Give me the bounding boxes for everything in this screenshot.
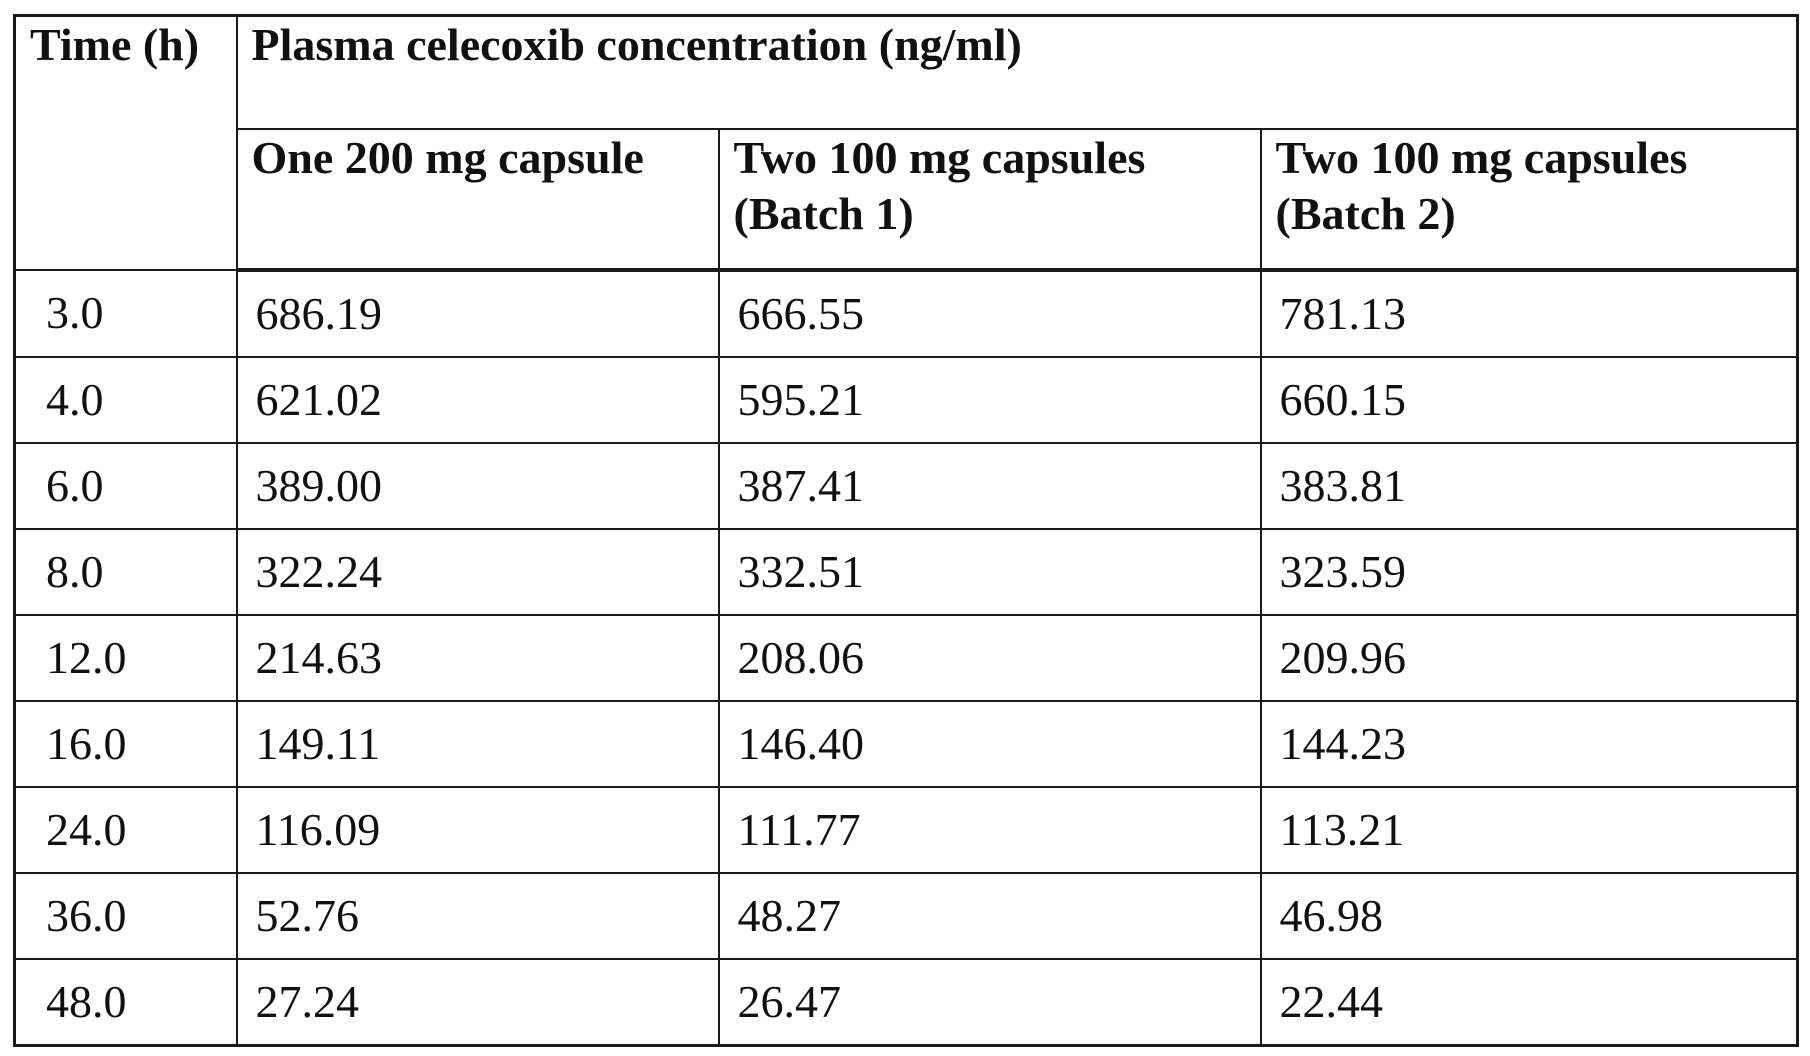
- batch-1-cell: 595.21: [717, 355, 1262, 444]
- one-200mg-cell: 322.24: [235, 527, 720, 616]
- one-200mg-cell: 214.63: [235, 613, 720, 702]
- one-200mg-cell: 149.11: [235, 699, 720, 788]
- batch-1-cell: 387.41: [717, 441, 1262, 530]
- batch-2-cell: 209.96: [1259, 613, 1799, 702]
- group-header-row: Time (h) Plasma celecoxib concentration …: [13, 14, 1799, 271]
- time-cell: 48.0: [13, 957, 238, 1046]
- sub-header-two-100mg-batch-2: Two 100 mg capsules (Batch 2): [1259, 127, 1799, 272]
- concentration-group-header: Plasma celecoxib concentration (ng/ml): [235, 14, 1799, 130]
- table-row: 4.0 621.02 595.21 660.15: [13, 355, 1799, 444]
- one-200mg-cell: 686.19: [235, 268, 720, 358]
- batch-1-cell: 26.47: [717, 957, 1262, 1046]
- time-cell: 24.0: [13, 785, 238, 874]
- one-200mg-cell: 621.02: [235, 355, 720, 444]
- time-cell: 36.0: [13, 871, 238, 960]
- sub-header-two-100mg-batch-1: Two 100 mg capsules (Batch 1): [717, 127, 1262, 272]
- table-row: 3.0 686.19 666.55 781.13: [13, 268, 1799, 358]
- batch-1-cell: 666.55: [717, 268, 1262, 358]
- batch-2-cell: 781.13: [1259, 268, 1799, 358]
- one-200mg-cell: 389.00: [235, 441, 720, 530]
- batch-2-cell: 144.23: [1259, 699, 1799, 788]
- batch-2-cell: 660.15: [1259, 355, 1799, 444]
- batch-2-cell: 22.44: [1259, 957, 1799, 1046]
- time-column-header: Time (h): [13, 14, 238, 271]
- batch-2-cell: 46.98: [1259, 871, 1799, 960]
- batch-2-cell: 383.81: [1259, 441, 1799, 530]
- time-cell: 3.0: [13, 268, 238, 358]
- table-row: 12.0 214.63 208.06 209.96: [13, 613, 1799, 702]
- sub-header-row: One 200 mg capsule Two 100 mg capsules (…: [15, 127, 1799, 272]
- time-cell: 12.0: [13, 613, 238, 702]
- batch-2-cell: 323.59: [1259, 527, 1799, 616]
- table-body: 3.0 686.19 666.55 781.13 4.0 621.02 595.21 660.…: [13, 268, 1799, 1046]
- batch-1-cell: 332.51: [717, 527, 1262, 616]
- table-row: 16.0 149.11 146.40 144.23: [13, 699, 1799, 788]
- batch-1-cell: 146.40: [717, 699, 1262, 788]
- one-200mg-cell: 116.09: [235, 785, 720, 874]
- batch-1-cell: 208.06: [717, 613, 1262, 702]
- table-row: 36.0 52.76 48.27 46.98: [13, 871, 1799, 960]
- one-200mg-cell: 52.76: [235, 871, 720, 960]
- time-cell: 8.0: [13, 527, 238, 616]
- batch-1-cell: 48.27: [717, 871, 1262, 960]
- one-200mg-cell: 27.24: [235, 957, 720, 1046]
- table-row: 8.0 322.24 332.51 323.59: [13, 527, 1799, 616]
- time-cell: 6.0: [13, 441, 238, 530]
- batch-1-cell: 111.77: [717, 785, 1262, 874]
- table-row: 24.0 116.09 111.77 113.21: [13, 785, 1799, 874]
- sub-header-one-200mg: One 200 mg capsule: [235, 127, 720, 272]
- table-row: 48.0 27.24 26.47 22.44: [13, 957, 1799, 1046]
- time-cell: 16.0: [13, 699, 238, 788]
- celecoxib-concentration-table: Time (h) Plasma celecoxib concentration …: [13, 14, 1799, 1047]
- time-cell: 4.0: [13, 355, 238, 444]
- batch-2-cell: 113.21: [1259, 785, 1799, 874]
- table-row: 6.0 389.00 387.41 383.81: [13, 441, 1799, 530]
